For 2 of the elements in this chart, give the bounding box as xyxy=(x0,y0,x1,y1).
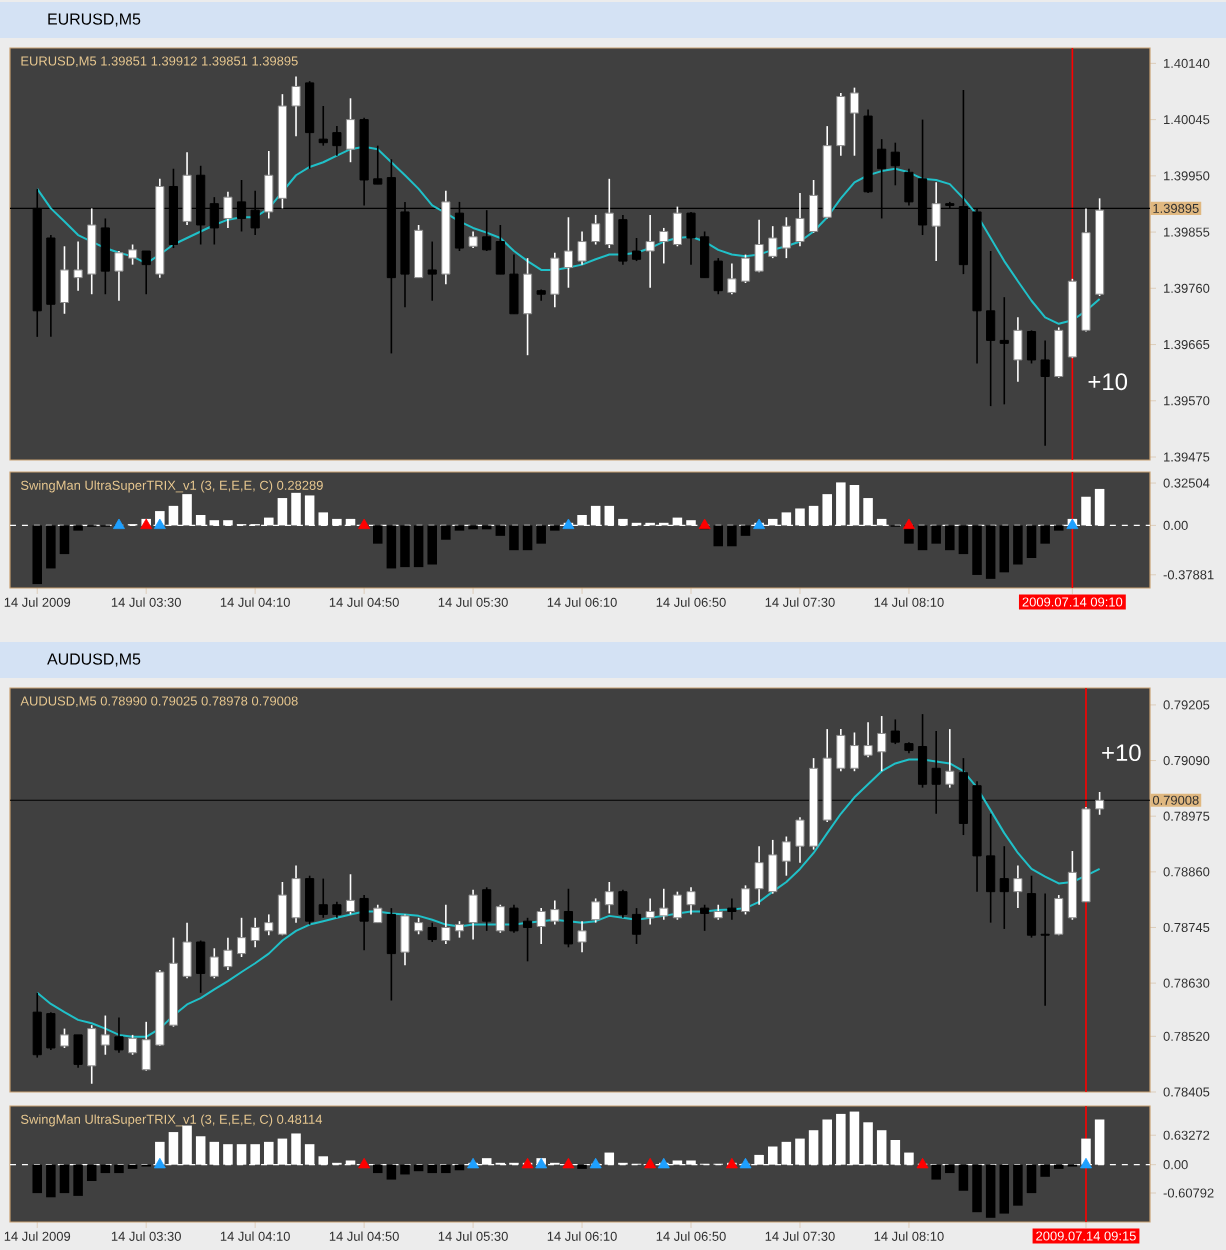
annotation: +10 xyxy=(1088,373,1128,391)
annotation: +10 xyxy=(1102,744,1141,762)
